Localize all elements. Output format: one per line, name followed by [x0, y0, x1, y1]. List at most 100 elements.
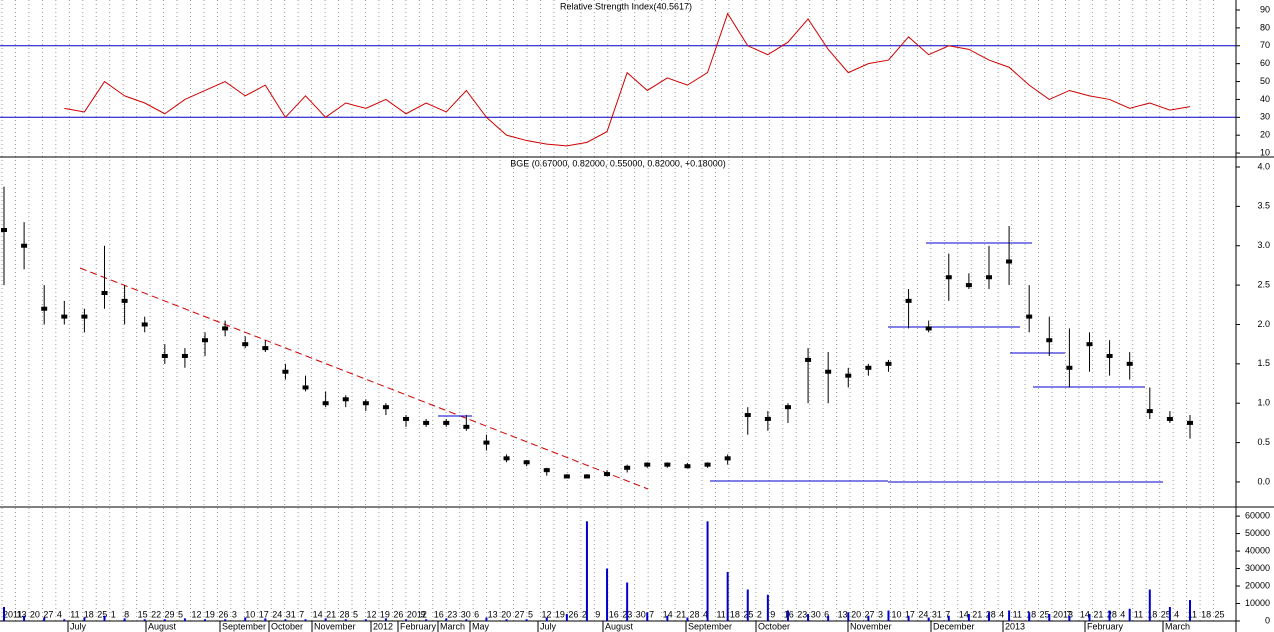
x-day-label: 7 — [1066, 609, 1071, 619]
price-close — [945, 275, 952, 280]
x-month-label: August — [605, 621, 634, 631]
price-close — [1166, 416, 1173, 421]
volume-bar — [726, 572, 729, 621]
x-day-label: 10 — [245, 609, 255, 619]
volume-bar — [103, 615, 106, 621]
volume-bar — [646, 612, 649, 621]
volume-bar — [63, 619, 66, 621]
volume-bar — [485, 617, 488, 621]
x-day-label: 17 — [905, 609, 915, 619]
x-month-label: September — [222, 621, 266, 631]
price-close — [61, 314, 68, 319]
price-close — [845, 373, 852, 378]
x-day-label: 14 — [1080, 609, 1090, 619]
y-tick-label: 40 — [1260, 94, 1270, 104]
price-close — [242, 342, 249, 347]
x-day-label: 17 — [259, 609, 269, 619]
x-day-label: 31 — [286, 609, 296, 619]
x-day-label: 4 — [999, 609, 1004, 619]
volume-bar — [23, 615, 26, 621]
price-close — [181, 353, 188, 358]
price-close — [302, 385, 309, 390]
volume-bar — [244, 617, 247, 621]
volume-bar — [867, 615, 870, 621]
x-day-label: 12 — [191, 609, 201, 619]
x-day-label: 2 — [757, 609, 762, 619]
x-day-label: 18 — [1026, 609, 1036, 619]
x-day-label: 22 — [151, 609, 161, 619]
price-close — [21, 243, 28, 248]
volume-bar — [405, 619, 408, 621]
volume-bar — [1128, 608, 1131, 621]
price-close — [222, 326, 229, 331]
y-tick-label: 20000 — [1245, 580, 1270, 590]
x-day-label: 7 — [649, 609, 654, 619]
x-day-label: 6 — [474, 609, 479, 619]
volume-bar — [3, 607, 5, 621]
x-day-label: 4 — [703, 609, 708, 619]
x-day-label: 18 — [84, 609, 94, 619]
volume-bar — [1068, 615, 1071, 621]
x-day-label: 4 — [1120, 609, 1125, 619]
volume-bar — [384, 618, 387, 621]
volume-bar — [364, 619, 367, 621]
x-day-label: 9 — [770, 609, 775, 619]
volume-bar — [324, 618, 327, 621]
volume-bar — [505, 619, 508, 621]
x-day-label: 15 — [138, 609, 148, 619]
volume-bar — [786, 610, 789, 621]
price-close — [423, 420, 430, 425]
volume-bar — [1048, 614, 1051, 621]
plot-background — [0, 0, 1236, 632]
x-day-label: 8 — [124, 609, 129, 619]
price-close — [523, 460, 530, 465]
volume-bar — [746, 589, 749, 621]
x-day-label: 3 — [232, 609, 237, 619]
x-day-label: 12 — [366, 609, 376, 619]
price-close — [965, 283, 972, 288]
x-day-label: 2011 — [3, 609, 22, 619]
x-day-label: 27 — [865, 609, 875, 619]
volume-bar — [224, 619, 227, 621]
price-close — [1026, 314, 1033, 319]
x-month-label: March — [440, 621, 465, 631]
volume-bar — [43, 617, 46, 621]
x-day-label: 20 — [501, 609, 511, 619]
x-day-label: 12 — [541, 609, 551, 619]
price-close — [1046, 338, 1053, 343]
x-day-label: 25 — [1040, 609, 1050, 619]
price-close — [583, 474, 590, 479]
volume-bar — [545, 617, 548, 621]
price-close — [382, 405, 389, 410]
x-day-label: 26 — [218, 609, 228, 619]
price-close — [644, 462, 651, 467]
rsi-line — [64, 12, 1191, 147]
y-tick-label: 70 — [1260, 40, 1270, 50]
x-day-label: 19 — [205, 609, 215, 619]
volume-bar — [264, 618, 267, 621]
volume-bar — [1148, 589, 1151, 621]
price-title: BGE (0.67000, 0.82000, 0.55000, 0.82000,… — [510, 158, 725, 168]
x-day-label: 6 — [824, 609, 829, 619]
volume-bar — [807, 614, 810, 621]
y-tick-label: 0 — [1265, 615, 1270, 625]
x-day-label: 28 — [1107, 609, 1117, 619]
volume-bar — [847, 612, 850, 621]
y-tick-label: 3.0 — [1257, 240, 1270, 250]
price-close — [1006, 259, 1013, 264]
x-day-label: 11 — [1134, 609, 1143, 619]
x-day-label: 2 — [582, 609, 587, 619]
x-day-label: 30 — [811, 609, 821, 619]
x-day-label: 23 — [447, 609, 457, 619]
x-day-label: 18 — [1201, 609, 1211, 619]
x-month-label: November — [314, 621, 356, 631]
x-month-label: February — [1087, 621, 1124, 631]
volume-bar — [344, 619, 347, 621]
y-tick-label: 0.0 — [1257, 476, 1270, 486]
x-day-label: 25 — [97, 609, 107, 619]
x-day-label: 16 — [434, 609, 444, 619]
price-close — [1086, 342, 1093, 347]
volume-bar — [445, 618, 448, 621]
x-month-label: 2012 — [373, 621, 393, 631]
